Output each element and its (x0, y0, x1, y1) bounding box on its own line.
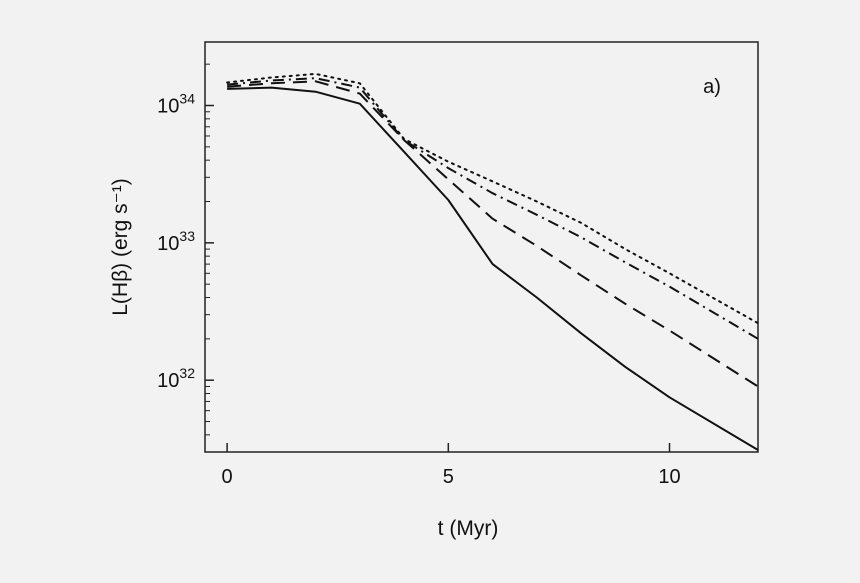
x-tick-label: 10 (658, 466, 680, 488)
x-axis-title: t (Myr) (438, 517, 499, 540)
x-tick-label: 5 (443, 466, 454, 488)
x-tick-label: 0 (222, 466, 233, 488)
y-tick-label: 1034 (157, 91, 195, 118)
series-line-dotted (226, 72, 759, 325)
x-axis-ticks: 0 5 10 (222, 443, 681, 488)
y-tick-label: 1032 (157, 365, 195, 392)
series-line-dashed (227, 80, 759, 388)
y-tick-label: 1033 (157, 228, 195, 255)
panel-label: a) (703, 76, 721, 98)
y-axis-ticks: 1032 1033 1034 (157, 63, 214, 453)
y-axis-title: L(Hβ) (erg s⁻¹) (109, 178, 132, 316)
plot-frame (204, 41, 759, 453)
series-line-solid (227, 86, 759, 451)
series-lines (226, 72, 759, 451)
series-line-dashdot (227, 77, 759, 340)
